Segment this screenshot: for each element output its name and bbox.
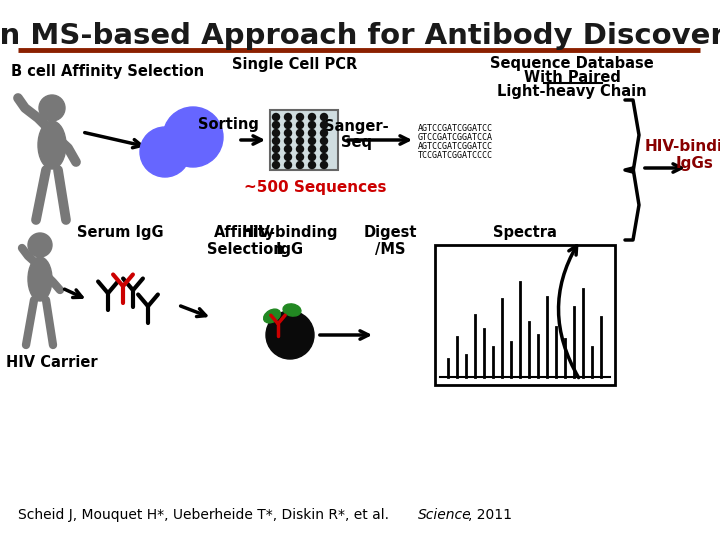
Text: , 2011: , 2011 [468,508,512,522]
Ellipse shape [264,309,280,323]
Circle shape [266,311,314,359]
Circle shape [308,122,315,129]
Circle shape [320,153,328,160]
Circle shape [284,138,292,145]
Circle shape [308,145,315,152]
Text: Seq: Seq [341,134,372,150]
Circle shape [272,145,279,152]
Text: AGTCCGATCGGATCC: AGTCCGATCGGATCC [418,124,493,133]
Circle shape [284,161,292,168]
Circle shape [163,107,223,167]
Text: HIV-binding
IgGs: HIV-binding IgGs [645,139,720,171]
Circle shape [284,145,292,152]
Text: With Paired: With Paired [523,70,621,85]
Ellipse shape [283,304,301,316]
Text: Sorting: Sorting [197,117,258,132]
Text: Digest
/MS: Digest /MS [364,225,417,258]
Circle shape [320,145,328,152]
Circle shape [272,122,279,129]
Circle shape [297,122,304,129]
Circle shape [320,130,328,137]
Circle shape [320,161,328,168]
Text: Sanger-: Sanger- [324,119,388,134]
Circle shape [284,130,292,137]
Circle shape [272,130,279,137]
Circle shape [28,233,52,257]
Text: HIV Carrier: HIV Carrier [6,355,98,370]
Text: AGTCCGATCGGATCC: AGTCCGATCGGATCC [418,142,493,151]
Ellipse shape [38,121,66,169]
Circle shape [297,153,304,160]
Text: Spectra: Spectra [493,225,557,240]
Circle shape [272,153,279,160]
Circle shape [272,161,279,168]
Circle shape [297,113,304,120]
Circle shape [320,122,328,129]
Text: HIV-binding
IgG: HIV-binding IgG [242,225,338,258]
Circle shape [272,113,279,120]
Circle shape [308,153,315,160]
Text: Single Cell PCR: Single Cell PCR [233,57,358,72]
Text: Sequence Database: Sequence Database [490,56,654,71]
Circle shape [297,161,304,168]
Circle shape [297,130,304,137]
Circle shape [140,127,190,177]
Circle shape [272,138,279,145]
Text: GTCCGATCGGATCCA: GTCCGATCGGATCCA [418,133,493,142]
Circle shape [297,138,304,145]
Circle shape [320,113,328,120]
Text: Science: Science [418,508,472,522]
Circle shape [320,138,328,145]
Text: An MS-based Approach for Antibody Discovery: An MS-based Approach for Antibody Discov… [0,22,720,50]
Text: Affinity
Selection: Affinity Selection [207,225,284,258]
Circle shape [39,95,65,121]
Circle shape [284,122,292,129]
FancyBboxPatch shape [270,110,338,170]
Circle shape [308,113,315,120]
Text: Serum IgG: Serum IgG [77,225,163,240]
Text: Light-heavy Chain: Light-heavy Chain [498,84,647,99]
Circle shape [284,153,292,160]
Ellipse shape [28,257,52,301]
Text: B cell Affinity Selection: B cell Affinity Selection [12,64,204,79]
Circle shape [284,113,292,120]
Circle shape [308,161,315,168]
Text: TCCGATCGGATCCCC: TCCGATCGGATCCCC [418,151,493,160]
FancyBboxPatch shape [435,245,615,385]
Circle shape [297,145,304,152]
Text: ~500 Sequences: ~500 Sequences [244,180,386,195]
Text: Scheid J, Mouquet H*, Ueberheide T*, Diskin R*, et al.: Scheid J, Mouquet H*, Ueberheide T*, Dis… [18,508,393,522]
Circle shape [308,130,315,137]
Circle shape [308,138,315,145]
